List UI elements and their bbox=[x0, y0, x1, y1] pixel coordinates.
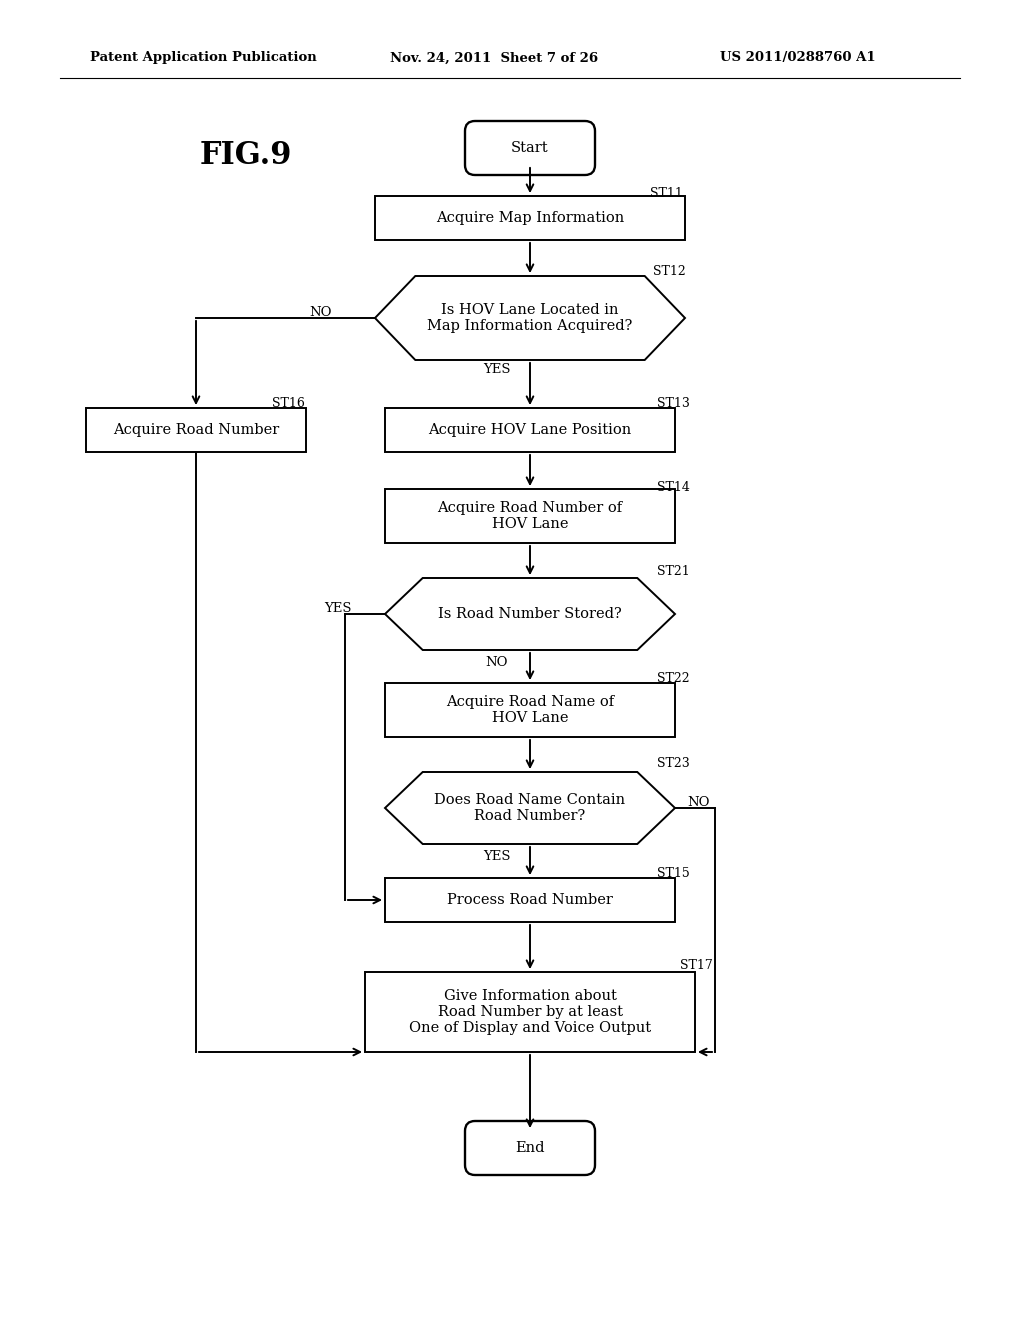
Text: Acquire Road Number: Acquire Road Number bbox=[113, 422, 280, 437]
Text: ST22: ST22 bbox=[657, 672, 689, 685]
Text: Acquire Road Name of
HOV Lane: Acquire Road Name of HOV Lane bbox=[445, 694, 614, 725]
Text: Acquire HOV Lane Position: Acquire HOV Lane Position bbox=[428, 422, 632, 437]
Text: Does Road Name Contain
Road Number?: Does Road Name Contain Road Number? bbox=[434, 793, 626, 824]
Text: Is Road Number Stored?: Is Road Number Stored? bbox=[438, 607, 622, 620]
FancyBboxPatch shape bbox=[385, 488, 675, 543]
Text: ST17: ST17 bbox=[680, 960, 713, 972]
Text: ST13: ST13 bbox=[657, 397, 690, 411]
Text: YES: YES bbox=[325, 602, 352, 615]
Text: FIG.9: FIG.9 bbox=[200, 140, 293, 170]
Text: US 2011/0288760 A1: US 2011/0288760 A1 bbox=[720, 51, 876, 65]
Text: Process Road Number: Process Road Number bbox=[447, 894, 613, 907]
Polygon shape bbox=[385, 578, 675, 649]
FancyBboxPatch shape bbox=[465, 1121, 595, 1175]
Text: NO: NO bbox=[485, 656, 508, 669]
FancyBboxPatch shape bbox=[385, 878, 675, 921]
Polygon shape bbox=[385, 772, 675, 843]
FancyBboxPatch shape bbox=[86, 408, 306, 451]
FancyBboxPatch shape bbox=[385, 408, 675, 451]
Text: Nov. 24, 2011  Sheet 7 of 26: Nov. 24, 2011 Sheet 7 of 26 bbox=[390, 51, 598, 65]
Text: ST12: ST12 bbox=[653, 265, 686, 279]
FancyBboxPatch shape bbox=[365, 972, 695, 1052]
FancyBboxPatch shape bbox=[465, 121, 595, 176]
Text: End: End bbox=[515, 1140, 545, 1155]
Text: NO: NO bbox=[309, 305, 332, 318]
Text: ST14: ST14 bbox=[657, 480, 690, 494]
Text: Acquire Map Information: Acquire Map Information bbox=[436, 211, 624, 224]
Text: ST11: ST11 bbox=[650, 187, 683, 201]
Text: Acquire Road Number of
HOV Lane: Acquire Road Number of HOV Lane bbox=[437, 500, 623, 531]
Text: Patent Application Publication: Patent Application Publication bbox=[90, 51, 316, 65]
Text: ST15: ST15 bbox=[657, 867, 690, 880]
Text: YES: YES bbox=[483, 850, 511, 863]
Polygon shape bbox=[375, 276, 685, 360]
Text: Start: Start bbox=[511, 141, 549, 154]
Text: Give Information about
Road Number by at least
One of Display and Voice Output: Give Information about Road Number by at… bbox=[409, 989, 651, 1035]
Text: YES: YES bbox=[483, 363, 511, 376]
FancyBboxPatch shape bbox=[385, 682, 675, 737]
Text: ST23: ST23 bbox=[657, 756, 690, 770]
FancyBboxPatch shape bbox=[375, 195, 685, 240]
Text: Is HOV Lane Located in
Map Information Acquired?: Is HOV Lane Located in Map Information A… bbox=[427, 302, 633, 333]
Text: ST21: ST21 bbox=[657, 565, 690, 578]
Text: NO: NO bbox=[687, 796, 710, 808]
Text: ST16: ST16 bbox=[272, 397, 305, 411]
